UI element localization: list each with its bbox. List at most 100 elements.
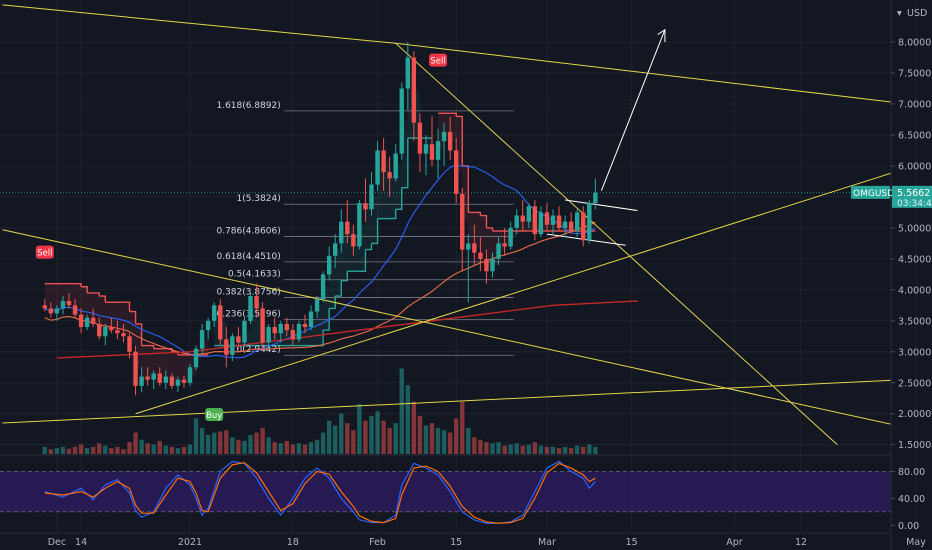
candle[interactable]: [454, 138, 459, 204]
candle[interactable]: [363, 178, 368, 222]
candle[interactable]: [466, 234, 471, 303]
candlesticks[interactable]: [42, 42, 598, 396]
candle[interactable]: [127, 333, 132, 358]
candle[interactable]: [544, 203, 550, 231]
candle[interactable]: [296, 320, 302, 343]
candle[interactable]: [236, 327, 241, 349]
candle[interactable]: [423, 134, 429, 176]
candle[interactable]: [478, 237, 483, 272]
candle[interactable]: [103, 323, 108, 346]
candle[interactable]: [339, 209, 344, 253]
candle[interactable]: [532, 200, 538, 241]
candle[interactable]: [314, 296, 320, 318]
time-axis[interactable]: Dec 14 2021 18 Feb 15 Mar 15 Apr 12 May: [48, 537, 926, 548]
candle[interactable]: [496, 237, 501, 266]
candle[interactable]: [460, 187, 465, 272]
candle[interactable]: [290, 323, 296, 346]
candle[interactable]: [508, 221, 513, 250]
candle[interactable]: [351, 224, 356, 256]
candle[interactable]: [212, 302, 217, 328]
volume-bar: [581, 446, 586, 454]
candle[interactable]: [78, 308, 84, 334]
oscillator-axis[interactable]: 0.00 40.00 80.00: [891, 467, 925, 532]
candle[interactable]: [121, 323, 126, 343]
candle[interactable]: [163, 370, 168, 389]
candle[interactable]: [526, 203, 531, 228]
candle[interactable]: [514, 209, 519, 235]
candle[interactable]: [218, 299, 223, 346]
candle[interactable]: [320, 271, 326, 303]
candle[interactable]: [272, 317, 277, 340]
candle[interactable]: [562, 215, 568, 238]
candle[interactable]: [556, 206, 562, 231]
candle[interactable]: [260, 302, 265, 349]
candle[interactable]: [187, 364, 193, 386]
candle[interactable]: [429, 116, 435, 166]
candle[interactable]: [441, 122, 447, 166]
candle[interactable]: [84, 314, 90, 331]
candle[interactable]: [587, 200, 592, 244]
candle[interactable]: [193, 345, 199, 371]
candle[interactable]: [435, 128, 441, 179]
candle[interactable]: [568, 212, 574, 235]
candle[interactable]: [151, 370, 156, 389]
candle[interactable]: [157, 367, 162, 386]
candle[interactable]: [284, 317, 289, 337]
candle[interactable]: [502, 227, 507, 256]
candle[interactable]: [357, 200, 362, 250]
candle[interactable]: [345, 200, 350, 244]
candle[interactable]: [490, 252, 495, 278]
candle[interactable]: [417, 113, 423, 173]
candle[interactable]: [97, 317, 102, 340]
currency-label[interactable]: ▾ USD: [897, 8, 927, 19]
candle[interactable]: [593, 178, 598, 210]
candle[interactable]: [484, 249, 489, 284]
candle[interactable]: [48, 302, 54, 318]
candle[interactable]: [60, 296, 66, 315]
candle[interactable]: [242, 317, 247, 346]
candle[interactable]: [308, 305, 314, 331]
candle[interactable]: [169, 373, 175, 389]
candle-body: [405, 57, 410, 89]
candle[interactable]: [266, 323, 271, 349]
candle[interactable]: [472, 224, 477, 266]
candle[interactable]: [42, 299, 47, 312]
candle[interactable]: [91, 308, 96, 328]
candle[interactable]: [139, 367, 144, 393]
candle[interactable]: [326, 246, 332, 281]
candle[interactable]: [581, 206, 586, 247]
candle[interactable]: [278, 320, 283, 343]
candle[interactable]: [181, 375, 187, 388]
candle[interactable]: [333, 234, 338, 269]
candle[interactable]: [175, 376, 181, 393]
candle[interactable]: [393, 144, 398, 182]
candle[interactable]: [54, 305, 60, 321]
candle[interactable]: [254, 283, 259, 318]
candle[interactable]: [387, 156, 392, 197]
candle[interactable]: [375, 141, 380, 191]
candle[interactable]: [447, 116, 453, 160]
candle[interactable]: [199, 323, 205, 355]
candle[interactable]: [66, 292, 72, 309]
candle[interactable]: [115, 320, 120, 340]
candle[interactable]: [399, 82, 404, 160]
candle[interactable]: [72, 299, 78, 318]
candle[interactable]: [230, 333, 235, 362]
candle[interactable]: [520, 200, 525, 231]
candle[interactable]: [538, 206, 544, 238]
candle[interactable]: [575, 209, 580, 238]
price-axis[interactable]: 1.5000 2.0000 2.5000 3.0000 3.5000 4.0000 4.50…: [891, 38, 931, 452]
candle[interactable]: [411, 51, 417, 142]
candle[interactable]: [145, 367, 150, 386]
candle[interactable]: [381, 138, 386, 191]
candle[interactable]: [133, 345, 138, 396]
candle[interactable]: [369, 172, 374, 216]
candle[interactable]: [248, 292, 253, 324]
candle[interactable]: [550, 209, 556, 235]
candle[interactable]: [302, 314, 308, 334]
candle[interactable]: [405, 42, 410, 111]
candle[interactable]: [224, 327, 229, 368]
candle[interactable]: [205, 317, 211, 340]
candle[interactable]: [109, 317, 114, 334]
